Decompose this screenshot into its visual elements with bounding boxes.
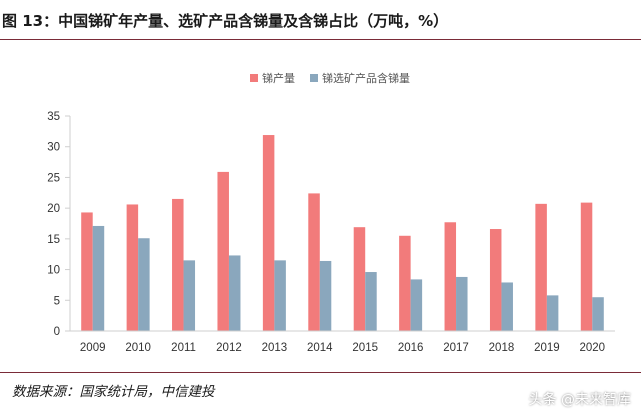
x-tick-label: 2017 (443, 342, 469, 354)
bar-antimony-output (353, 227, 366, 331)
bar-antimony-output (81, 212, 93, 331)
bar-concentrate-antimony-content (228, 255, 241, 331)
data-source-note: 数据来源：国家统计局，中信建投 (12, 384, 215, 400)
x-tick-label: 2013 (262, 342, 288, 354)
bar-antimony-output (535, 203, 547, 331)
x-tick-label: 2015 (352, 342, 378, 354)
watermark: 头条 @未来智库 (528, 392, 631, 408)
x-tick-label: 2010 (125, 342, 151, 354)
x-tick-label: 2016 (398, 342, 424, 354)
legend-swatch (250, 74, 258, 82)
y-tick-label: 30 (47, 142, 60, 154)
bar-series (81, 135, 604, 331)
y-tick-label: 25 (47, 172, 60, 184)
bar-antimony-output (217, 171, 229, 331)
x-tick-label: 2011 (171, 342, 196, 354)
bar-concentrate-antimony-content (546, 295, 559, 331)
x-tick-label: 2020 (579, 342, 605, 354)
y-tick-label: 10 (47, 265, 60, 277)
bar-concentrate-antimony-content (138, 238, 150, 331)
y-tick-label: 0 (54, 326, 60, 338)
figure-title: 图 13：中国锑矿年产量、选矿产品含锑量及含锑占比（万吨，%） (0, 0, 641, 40)
x-axis: 2009 2010 2011 2012 2013 2014 2015 2016 2017 2018… (70, 330, 615, 354)
bar-antimony-output (399, 235, 411, 331)
y-axis: 0 5 10 15 20 25 30 35 (47, 111, 71, 338)
y-tick-label: 5 (54, 295, 60, 307)
bar-antimony-output (489, 229, 502, 331)
bar-concentrate-antimony-content (592, 297, 604, 331)
bar-concentrate-antimony-content (92, 225, 105, 331)
bar-antimony-output (126, 204, 139, 331)
bar-concentrate-antimony-content (183, 260, 196, 331)
x-tick-label: 2014 (307, 342, 333, 354)
y-tick-label: 20 (47, 203, 60, 215)
bottom-divider (0, 372, 641, 373)
bar-concentrate-antimony-content (410, 279, 423, 331)
y-tick-label: 35 (47, 111, 60, 123)
bar-antimony-output (444, 222, 457, 331)
chart-legend: 锑产量 锑选矿产品含锑量 (250, 71, 410, 85)
bar-concentrate-antimony-content (501, 282, 513, 331)
bar-concentrate-antimony-content (456, 276, 468, 331)
legend-label: 锑产量 (262, 71, 295, 85)
bar-concentrate-antimony-content (365, 272, 377, 331)
bar-antimony-output (580, 202, 593, 331)
bar-antimony-output (172, 198, 184, 331)
x-tick-label: 2009 (80, 342, 106, 354)
bar-antimony-output (308, 193, 320, 331)
x-tick-label: 2019 (534, 342, 560, 354)
bar-concentrate-antimony-content (274, 260, 286, 331)
legend-label: 锑选矿产品含锑量 (322, 71, 410, 85)
legend-swatch (310, 74, 318, 82)
bar-concentrate-antimony-content (319, 260, 332, 331)
y-tick-label: 15 (47, 234, 60, 246)
x-tick-label: 2012 (216, 342, 242, 354)
x-tick-label: 2018 (489, 342, 515, 354)
bar-antimony-output (262, 135, 275, 331)
